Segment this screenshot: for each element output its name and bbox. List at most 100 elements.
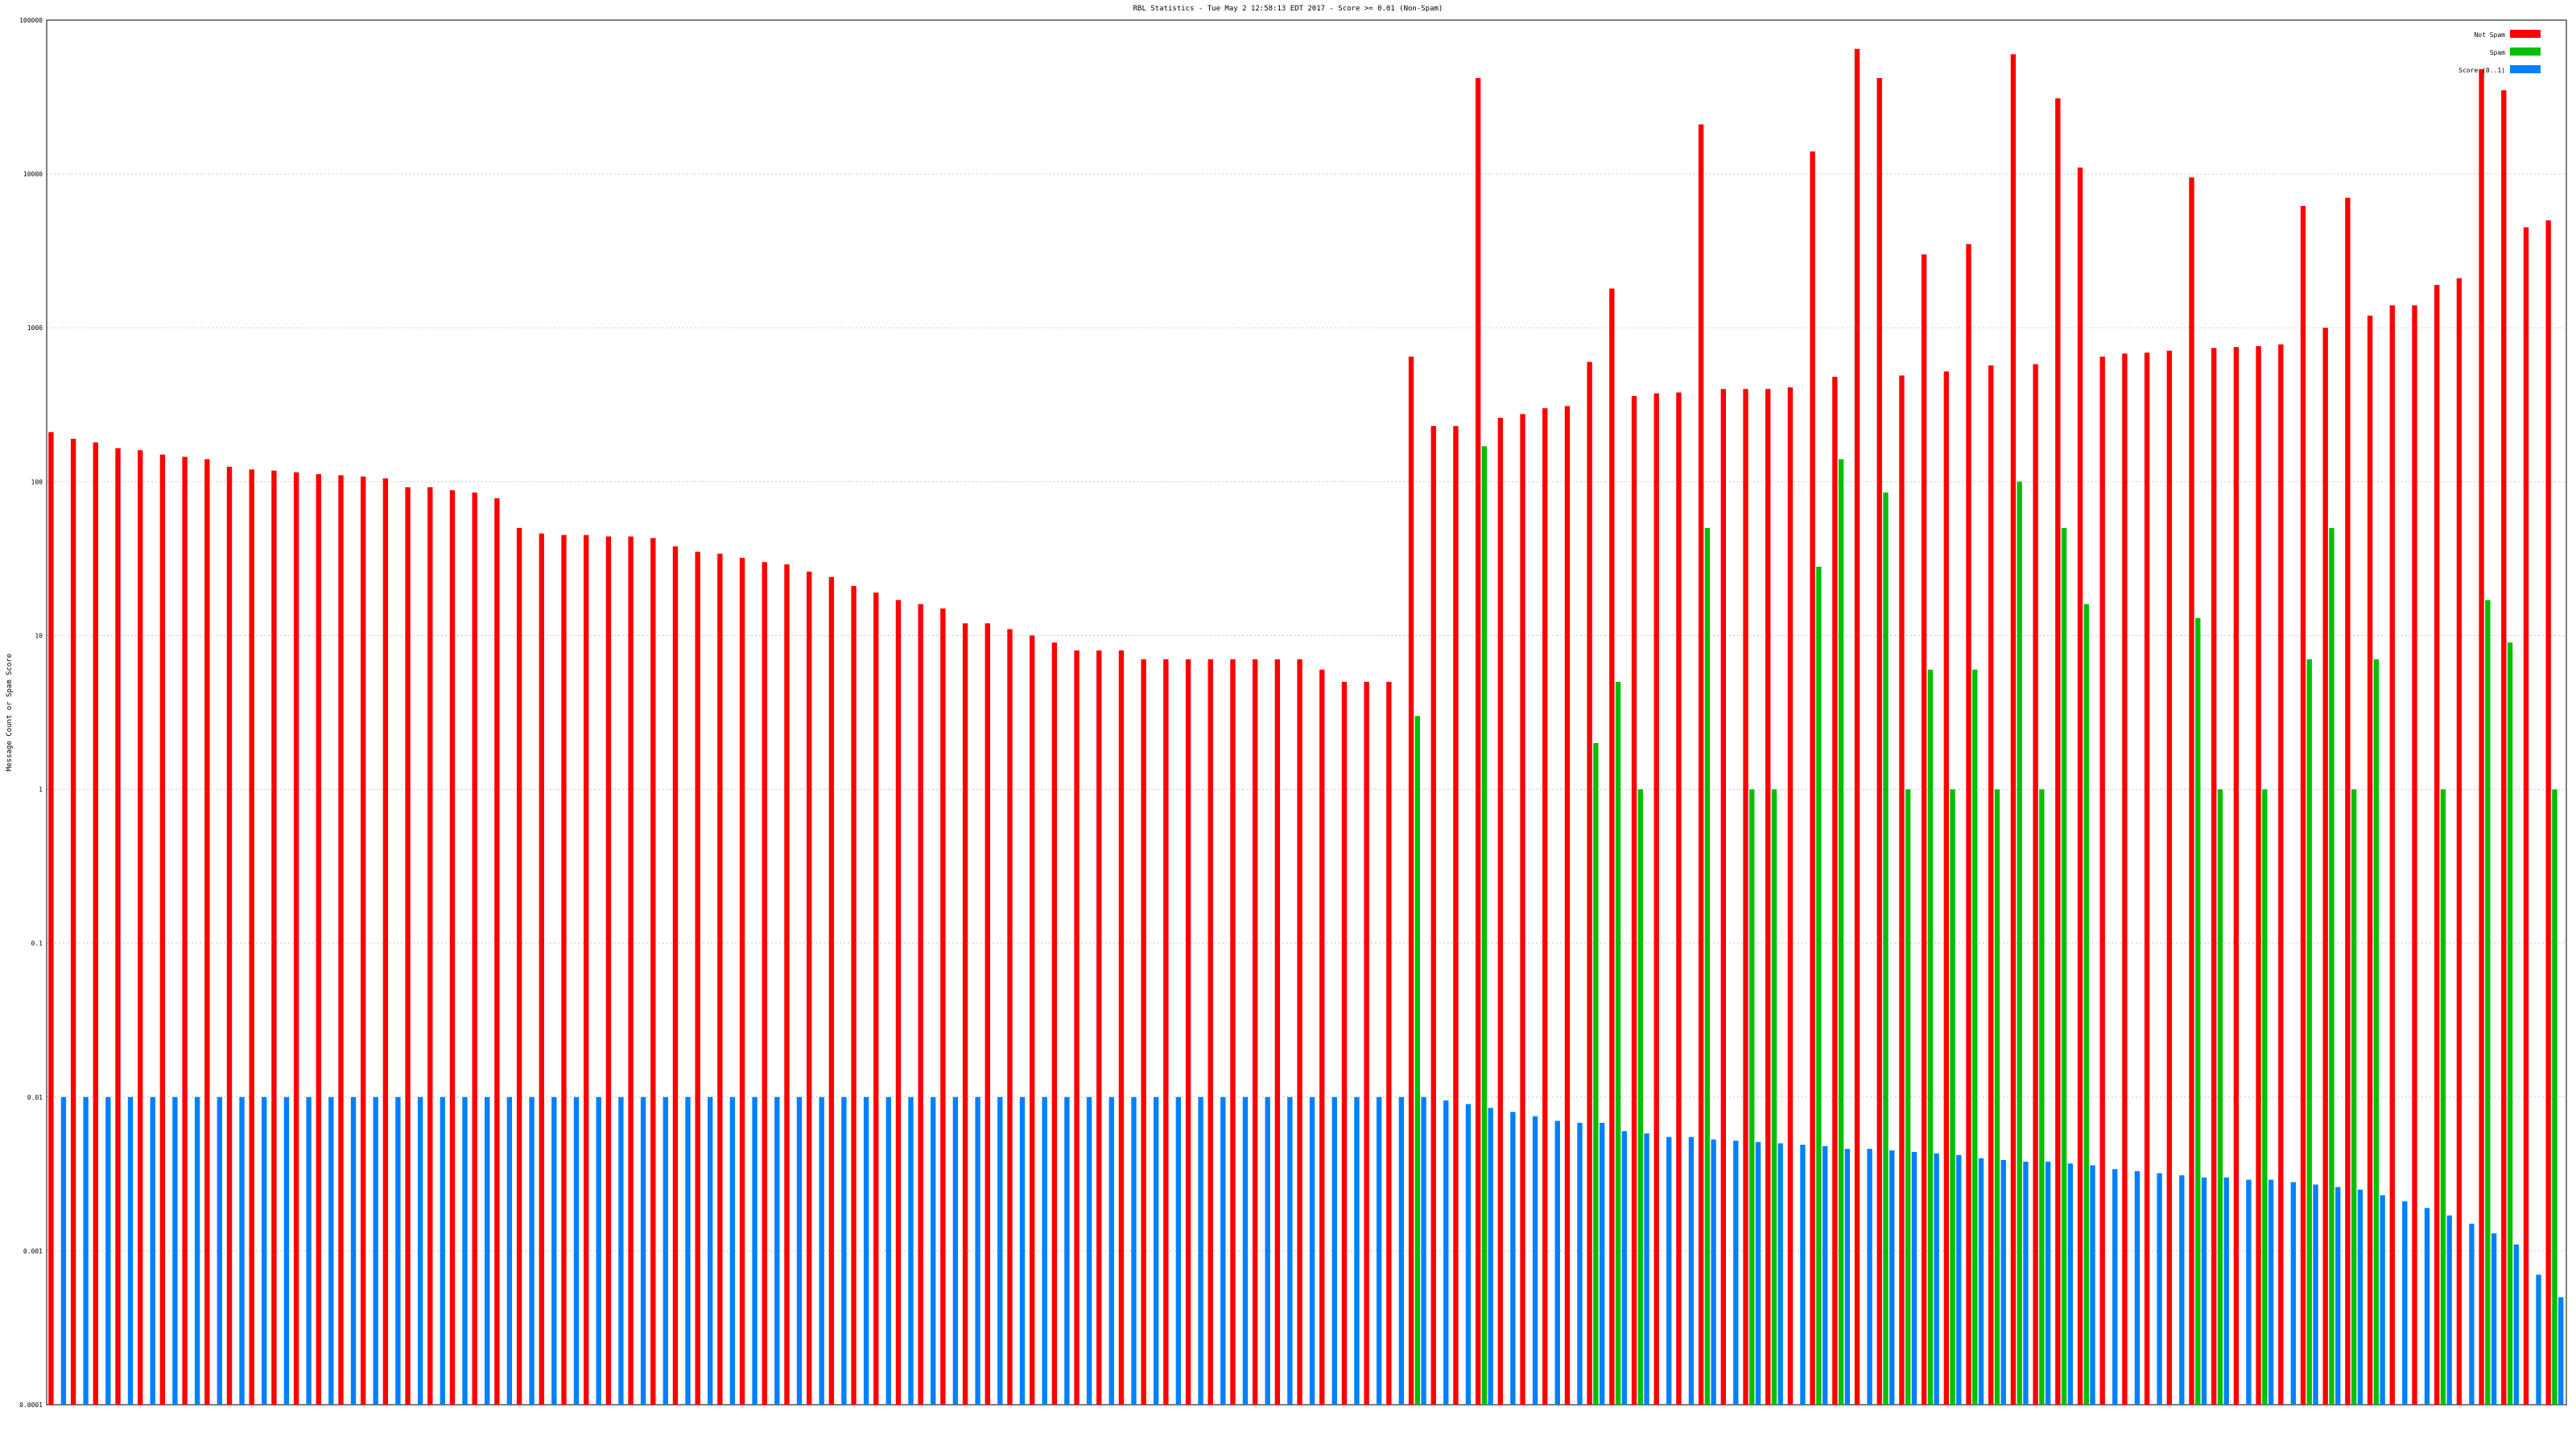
bar-not-spam bbox=[2389, 305, 2395, 1405]
bar-not-spam bbox=[2033, 364, 2038, 1406]
bar-score bbox=[1688, 1137, 1695, 1405]
bar-not-spam bbox=[605, 536, 612, 1405]
bar-not-spam bbox=[2501, 90, 2507, 1405]
bar-not-spam bbox=[873, 592, 879, 1405]
bar-score bbox=[283, 1096, 290, 1405]
bar-not-spam bbox=[1988, 365, 1994, 1405]
bar-score bbox=[485, 1096, 490, 1405]
bar-not-spam bbox=[985, 623, 990, 1405]
bar-score bbox=[373, 1096, 378, 1405]
bar-not-spam bbox=[293, 472, 299, 1405]
bar-score bbox=[60, 1096, 67, 1405]
bar-spam bbox=[1994, 789, 2000, 1405]
bar-not-spam bbox=[851, 585, 857, 1405]
y-tick-label: 10 bbox=[35, 632, 43, 639]
bar-spam bbox=[2017, 481, 2022, 1405]
y-tick-label: 0.1 bbox=[31, 940, 43, 947]
bar-score bbox=[819, 1096, 824, 1405]
bar-not-spam bbox=[1319, 669, 1325, 1405]
bar-score bbox=[2223, 1177, 2229, 1405]
bar-not-spam bbox=[2479, 68, 2484, 1405]
bar-score bbox=[1867, 1149, 1872, 1405]
legend-label: Not Spam bbox=[2474, 31, 2505, 39]
bar-score bbox=[1220, 1096, 1226, 1405]
bar-not-spam bbox=[1921, 254, 1927, 1405]
bar-not-spam bbox=[316, 473, 321, 1406]
bar-score bbox=[596, 1096, 601, 1405]
bar-not-spam bbox=[1252, 659, 1258, 1405]
bar-not-spam bbox=[962, 623, 968, 1405]
bar-not-spam bbox=[739, 557, 745, 1405]
bar-spam bbox=[1414, 716, 1420, 1405]
bar-score bbox=[908, 1096, 914, 1405]
bar-score bbox=[1465, 1104, 1472, 1405]
bar-not-spam bbox=[1141, 659, 1146, 1405]
bar-score bbox=[1577, 1122, 1583, 1405]
bar-score bbox=[1532, 1116, 1538, 1405]
bar-score bbox=[1800, 1144, 1806, 1405]
bar-not-spam bbox=[2010, 54, 2017, 1405]
y-tick-label: 1 bbox=[39, 786, 43, 794]
bar-spam bbox=[2195, 617, 2201, 1405]
bar-spam bbox=[1816, 566, 1822, 1405]
bar-score bbox=[2268, 1179, 2274, 1405]
bar-score bbox=[194, 1096, 200, 1405]
bar-not-spam bbox=[1966, 244, 1971, 1405]
bar-not-spam bbox=[338, 475, 344, 1406]
bar-not-spam bbox=[1230, 659, 1236, 1405]
bar-not-spam bbox=[695, 551, 700, 1405]
bar-score bbox=[1956, 1154, 1962, 1405]
bar-not-spam bbox=[1118, 650, 1125, 1405]
bar-spam bbox=[1838, 459, 1844, 1406]
bar-score bbox=[2157, 1173, 2162, 1405]
bar-score bbox=[417, 1096, 423, 1405]
bar-score bbox=[462, 1096, 468, 1405]
bar-not-spam bbox=[2412, 305, 2417, 1405]
bar-spam bbox=[2329, 527, 2334, 1405]
bar-not-spam bbox=[784, 564, 790, 1405]
bar-score bbox=[1376, 1096, 1382, 1405]
bar-spam bbox=[2485, 600, 2491, 1405]
bar-score bbox=[328, 1096, 334, 1405]
bar-score bbox=[1510, 1112, 1516, 1405]
bar-spam bbox=[1771, 789, 1777, 1405]
bar-not-spam bbox=[2166, 350, 2172, 1405]
bar-score bbox=[841, 1096, 847, 1405]
bar-spam bbox=[2440, 789, 2446, 1405]
bar-score bbox=[2491, 1233, 2497, 1405]
bar-score bbox=[1777, 1143, 1783, 1405]
bar-not-spam bbox=[2300, 205, 2306, 1405]
bar-not-spam bbox=[1943, 371, 1949, 1405]
bar-not-spam bbox=[2099, 356, 2105, 1406]
bar-not-spam bbox=[828, 576, 835, 1405]
bar-score bbox=[2469, 1224, 2475, 1405]
bar-not-spam bbox=[2322, 328, 2328, 1406]
bar-spam bbox=[2061, 527, 2067, 1405]
bar-not-spam bbox=[2211, 348, 2217, 1406]
bar-not-spam bbox=[1453, 426, 1459, 1406]
bar-score bbox=[1242, 1096, 1249, 1405]
bar-not-spam bbox=[1810, 151, 1815, 1406]
bar-score bbox=[1443, 1100, 1449, 1405]
bar-not-spam bbox=[2233, 347, 2240, 1406]
bar-not-spam bbox=[1653, 393, 1659, 1405]
bar-score bbox=[1755, 1141, 1761, 1405]
bar-score bbox=[2179, 1174, 2185, 1405]
bar-not-spam bbox=[427, 487, 433, 1405]
y-tick-label: 100000 bbox=[19, 17, 43, 24]
bar-score bbox=[1108, 1096, 1114, 1405]
bar-not-spam bbox=[1854, 48, 1860, 1405]
legend-label: Spam bbox=[2490, 49, 2505, 56]
bar-not-spam bbox=[1051, 642, 1058, 1405]
bar-score bbox=[573, 1096, 580, 1405]
bar-spam bbox=[1972, 669, 1978, 1405]
bar-score bbox=[1265, 1096, 1270, 1405]
bar-score bbox=[2134, 1170, 2140, 1405]
bar-spam bbox=[1704, 527, 1711, 1405]
plot-frame bbox=[46, 19, 2567, 1406]
bar-score bbox=[1042, 1096, 1047, 1405]
bar-not-spam bbox=[1743, 389, 1748, 1405]
bar-not-spam bbox=[762, 562, 767, 1405]
bar-score bbox=[2558, 1297, 2564, 1405]
bar-not-spam bbox=[1520, 414, 1525, 1405]
